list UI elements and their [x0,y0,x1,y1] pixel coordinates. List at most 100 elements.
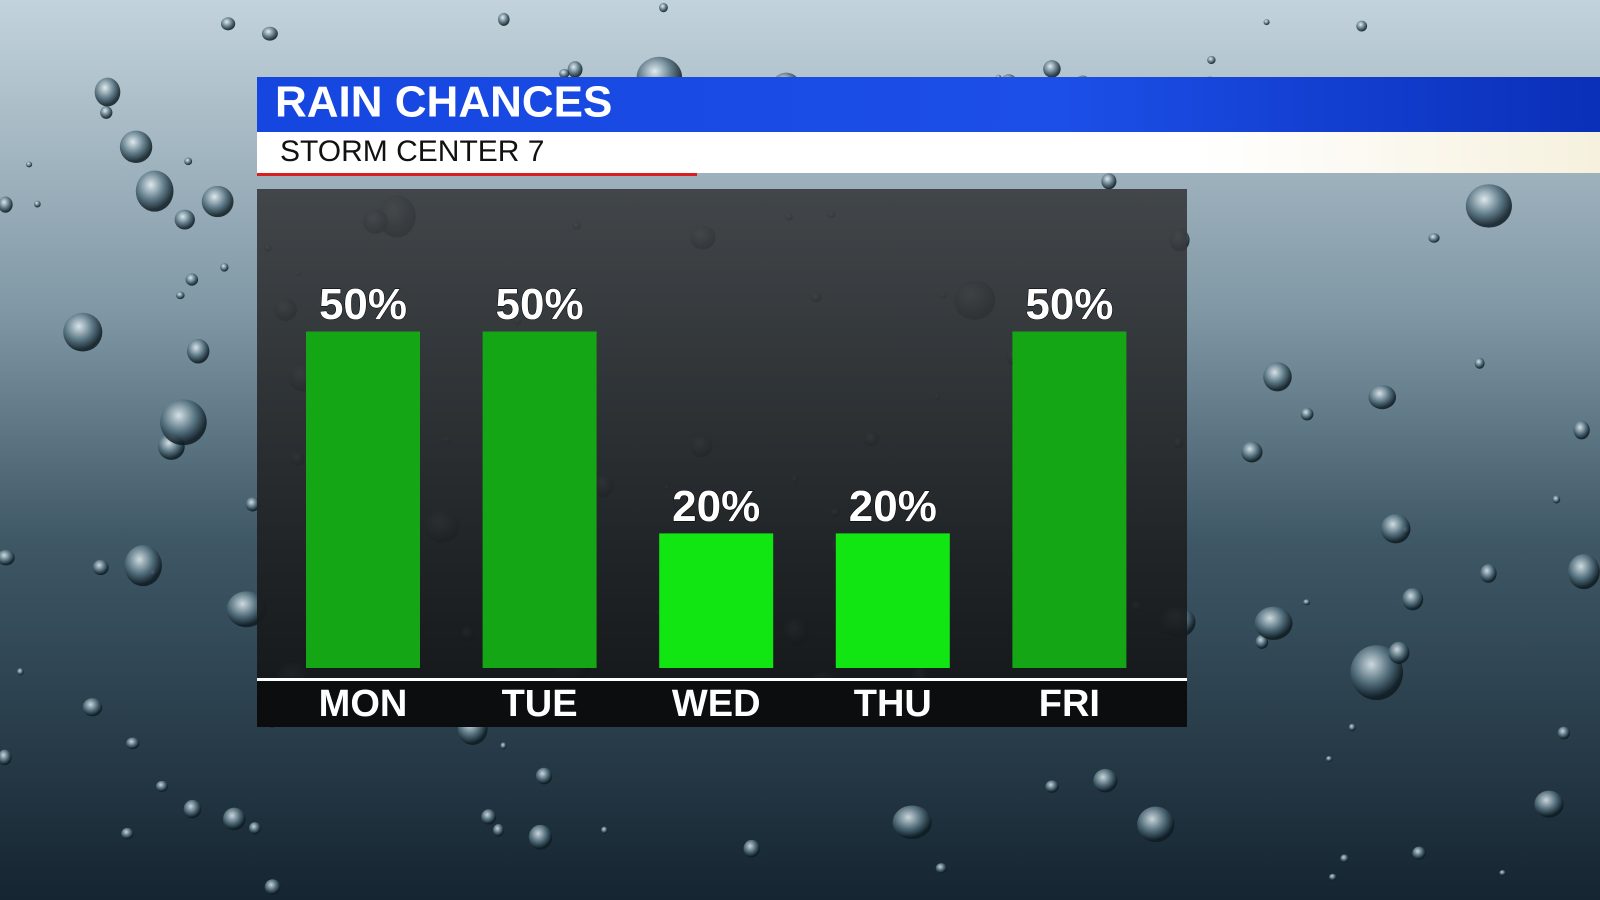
rain-drop [160,399,207,446]
rain-drop [119,130,153,163]
rain-drop [1348,723,1356,732]
rain-drop [100,106,113,119]
chart-subtitle: STORM CENTER 7 [280,135,544,168]
rain-drop [892,805,932,840]
rain-drop [220,262,229,272]
value-label: 50% [496,280,584,329]
title-bar [257,77,1600,132]
rain-drop [176,291,185,300]
rain-drop [500,742,507,750]
rain-drop [183,799,202,819]
rain-drop [1300,407,1314,421]
rain-drop [1499,870,1506,876]
rain-drop [25,161,33,168]
category-label: FRI [1039,683,1100,725]
rain-drop [1101,173,1117,190]
rain-drop [174,209,195,230]
rain-drop [63,312,103,352]
rain-drop [0,196,13,213]
bar [306,331,420,668]
rain-drop [186,338,210,364]
rain-drop [1241,441,1263,463]
rain-drop [185,273,199,286]
rain-drop [0,549,15,566]
rain-drop [1388,641,1410,664]
rain-drop [659,2,668,13]
rain-drop [1350,645,1403,701]
subtitle-bar [257,132,1600,173]
rain-drop [124,545,162,587]
rain-drop [1567,554,1600,590]
rain-drop [935,863,947,874]
rain-drop [1263,19,1270,26]
value-label: 20% [849,482,937,531]
rain-drop [1263,362,1292,392]
category-label: MON [319,683,408,725]
rain-drop [1534,790,1564,818]
rain-drop [1303,599,1311,606]
rain-drop [567,61,583,78]
rain-drop [1428,233,1440,243]
value-label: 50% [319,280,407,329]
rain-drop [1328,873,1337,881]
category-label: TUE [502,683,578,725]
rain-drop [226,591,267,628]
bar [659,533,774,668]
rain-drop [1137,806,1175,843]
rain-drop [135,170,174,212]
rain-drop [1465,184,1512,228]
rain-drop [33,200,41,208]
bar [482,331,597,668]
category-label: WED [672,683,761,725]
rain-drop [528,824,553,850]
rain-drop [1552,495,1561,504]
rain-drop [1254,606,1293,640]
rain-drop [201,185,234,218]
rain-drop [481,809,497,825]
rain-drop [743,839,760,858]
rain-drop [126,737,140,750]
category-label: THU [854,683,932,725]
rain-drop [223,807,246,831]
baseline [257,678,1187,681]
rain-drop [1380,514,1411,544]
rain-drop [1412,846,1426,860]
rain-drop [1356,20,1368,32]
rain-drop [1340,854,1349,863]
rain-drop [535,767,553,785]
rain-drop [559,68,570,79]
rain-drop [1255,634,1269,649]
rain-drop [121,827,134,840]
rain-drop [1093,768,1118,793]
rain-drop [1557,726,1570,740]
label-strip [257,681,1187,727]
value-label: 20% [672,482,760,531]
rain-drop [17,668,24,676]
rain-drop [261,26,278,41]
rain-drop [498,12,510,26]
rain-drop [82,698,103,717]
accent-line [257,173,697,176]
rain-drop [184,157,193,166]
rain-drop [1402,588,1424,611]
rain-drop [1207,55,1216,65]
rain-drop [1474,357,1485,369]
rain-drop [1043,60,1061,78]
rain-drop [0,749,12,766]
rain-drop [92,559,109,576]
chart-title: RAIN CHANCES [275,78,612,127]
value-label: 50% [1025,280,1113,329]
rain-drop [220,17,236,31]
rain-drop [264,879,281,895]
rain-drop [1480,564,1497,583]
rain-drop [1325,755,1333,762]
rain-drop [601,826,608,834]
rain-drop [248,822,261,835]
rain-drop [245,497,260,512]
rain-drop [492,824,504,837]
rain-drop [94,77,121,107]
rain-drop [1573,420,1590,440]
rain-drop [1368,385,1397,410]
rain-drop [1045,780,1059,793]
